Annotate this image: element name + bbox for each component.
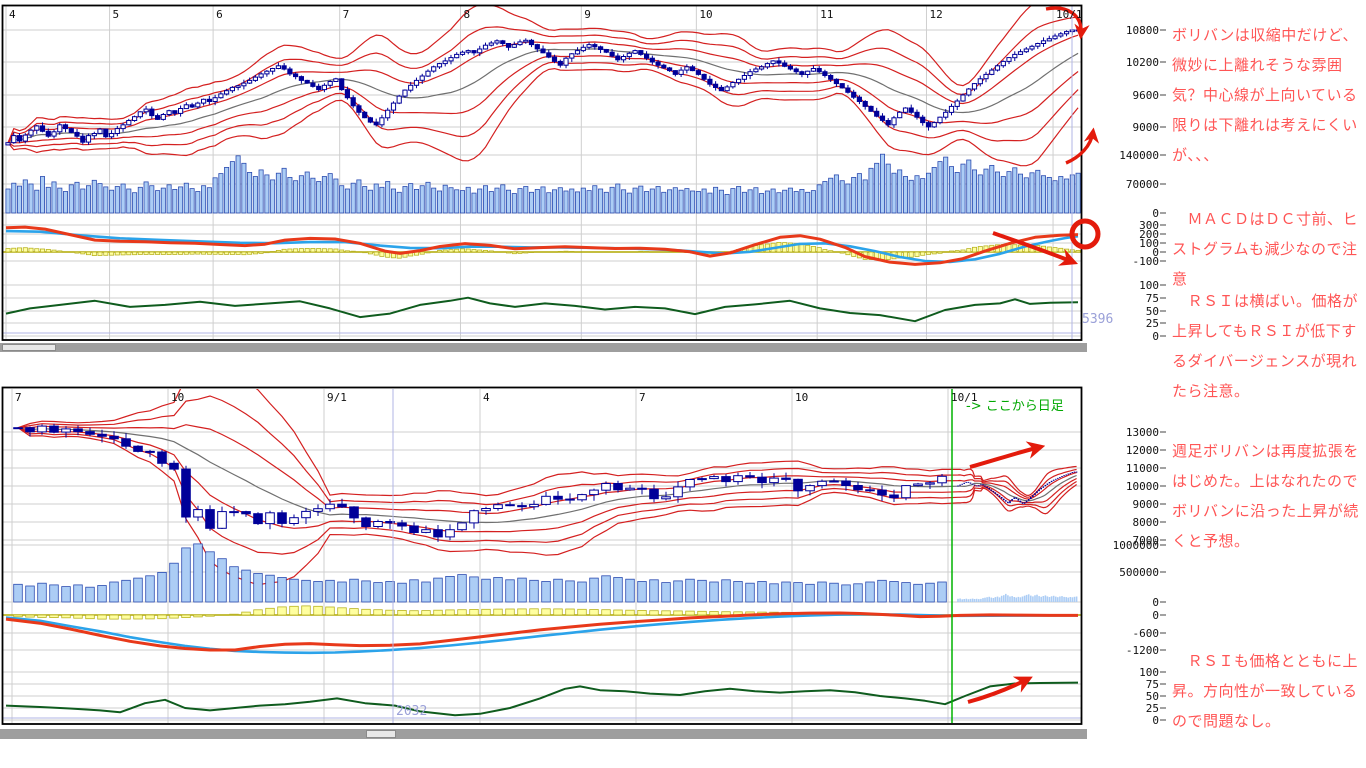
axis-tick-label: 9000 [1132,498,1160,511]
arrow-weekly-rsi-up [967,676,1033,704]
axis-tick-label: 10200 [1125,56,1159,69]
date-label: 10 [795,391,809,404]
arrow-macd-down [992,231,1079,266]
date-label: 4 [9,8,16,21]
axis-tick-label: 0 [1152,596,1159,609]
axis-tick-label: 13000 [1125,426,1159,439]
axis-tick-label: 25 [1145,317,1159,330]
axis-tick-label: 300 [1139,219,1159,232]
axis-tick-label: 11000 [1125,462,1159,475]
axis-tick-label: -100 [1132,255,1160,268]
arrow-price-up [1065,127,1100,165]
axis-tick-label: 50 [1145,690,1159,703]
weekly-chart [1,386,1166,725]
date-label: 10 [699,8,713,21]
date-label: 5 [112,8,120,21]
axis-tick-label: 100 [1139,666,1159,679]
axis-tick-label: 200 [1139,228,1159,241]
arrow-weekly-up [969,441,1046,469]
axis-tick-label: -600 [1132,627,1160,640]
date-label: 8 [463,8,471,21]
axis-tick-label: 0 [1152,246,1159,259]
crosshair-value-daily: 5396 [1082,312,1114,327]
axis-tick-label: 140000 [1119,149,1159,162]
date-label: 10 [171,391,185,404]
axis-tick-label: 10000 [1125,480,1159,493]
axis-tick-label: 1000000 [1112,539,1159,552]
axis-tick-label: 75 [1145,292,1159,305]
axis-tick-label: 8000 [1132,516,1160,529]
crosshair-value-weekly: 2032 [396,704,428,719]
axis-tick-label: 0 [1152,207,1159,220]
weekly-macd-pane [5,605,1078,655]
axis-tick-label: 9600 [1132,89,1160,102]
note-bollinger-weekly: 週足ボリバンは再度拡張をはじめた。上はなれたのでボリバンに沿った上昇が続くと予想… [1172,442,1359,550]
axis-tick-label: 0 [1152,714,1159,727]
daily-macd-pane [5,225,1081,266]
axis-tick-label: 70000 [1125,178,1159,191]
daily-rsi-pane [5,296,1079,323]
date-label: 9 [584,8,591,21]
axis-tick-label: 9000 [1132,121,1160,134]
date-label: 6 [216,8,223,21]
axis-tick-label: 500000 [1119,566,1159,579]
axis-tick-label: 0 [1152,330,1159,343]
axis-tick-label: 75 [1145,678,1159,691]
weekly-price-pane [13,389,1078,603]
date-label: 7 [342,8,350,21]
note-rsi-daily: ＲＳＩは横ばい。価格が上昇してもＲＳＩが低下するダイバージェンスが現れたら注意。 [1172,292,1359,400]
axis-tick-label: 50 [1145,305,1159,318]
date-label: 10/1 [951,391,978,404]
date-label: 4 [483,391,490,404]
arrow-breakout-top [1045,6,1090,40]
date-label: 7 [639,391,646,404]
axis-tick-label: 25 [1145,702,1159,715]
note-bollinger-daily: ボリバンは収縮中だけど、微妙に上離れそうな雰囲気？中心線が上向いている限りは下離… [1172,26,1359,164]
axis-tick-label: 12000 [1125,444,1159,457]
hand-annotations [967,6,1101,704]
axis-tick-label: -1200 [1125,644,1159,657]
date-label: 9/1 [327,391,347,404]
date-label: 10/1 [1056,8,1083,21]
note-rsi-weekly: ＲＳＩも価格とともに上昇。方向性が一致しているので問題なし。 [1172,652,1359,730]
daily-chart [1,4,1166,341]
scrollbar-weekly[interactable] [0,729,1087,739]
axis-tick-label: 0 [1152,609,1159,622]
note-macd-daily: ＭＡＣＤはＤＣ寸前、ヒストグラムも減少なので注意 [1172,210,1359,288]
daily-price-pane [5,6,1081,214]
axis-tick-label: 100 [1139,279,1159,292]
circle-macd-cross [1069,218,1101,250]
switch-to-daily-label: -> ここから日足 [966,399,1064,414]
scrollbar-thumb-daily[interactable] [2,344,56,351]
scrollbar-thumb-weekly[interactable] [366,730,396,738]
axis-tick-label: 7000 [1132,534,1160,547]
date-label: 11 [820,8,834,21]
axis-tick-label: 100 [1139,237,1159,250]
scrollbar-daily[interactable] [0,343,1087,352]
axis-tick-label: 10800 [1125,24,1159,37]
date-label: 12 [929,8,943,21]
date-label: 7 [15,391,22,404]
weekly-rsi-pane [5,681,1079,717]
